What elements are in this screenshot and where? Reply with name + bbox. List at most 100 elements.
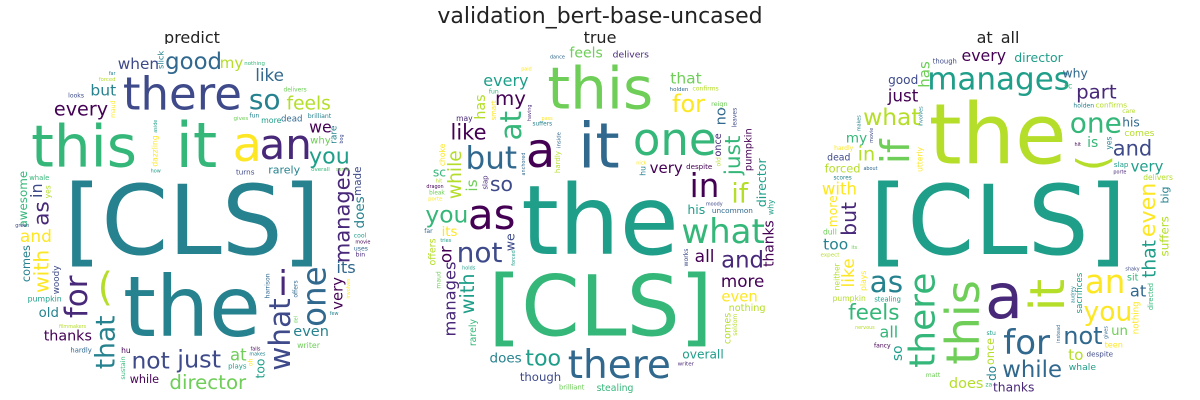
cloud-word: comes [722, 313, 733, 344]
cloud-word: but [466, 141, 517, 177]
cloud-word: leaves [732, 108, 739, 128]
cloud-word: sc [1064, 82, 1072, 91]
cloud-word: at [1130, 281, 1146, 300]
cloud-word: you [1084, 296, 1133, 327]
cloud-word: so [490, 172, 513, 196]
cloud-word: one [295, 266, 333, 326]
cloud-word: very [650, 159, 683, 177]
cloud-word: having [527, 105, 533, 122]
cloud-word: porte [428, 197, 443, 203]
cloud-word: his [1122, 116, 1139, 130]
cloud-word: sustain [119, 356, 127, 379]
cloud-word: it [176, 109, 218, 182]
cloud-word: though [520, 370, 561, 384]
cloud-word: whale [1069, 362, 1097, 373]
cloud-word: good [888, 73, 918, 87]
cloud-word: that [1139, 240, 1160, 278]
cloud-word: stealing [874, 296, 901, 304]
cloud-word: comes [1124, 128, 1154, 139]
cloud-word: rarely [468, 319, 479, 347]
cloud-word: every [54, 97, 108, 120]
cloud-word: writer [678, 362, 695, 368]
cloud-word: just [887, 86, 919, 106]
cloud-word: confirms [1096, 101, 1128, 110]
cloud-word: what [863, 103, 920, 131]
cloud-word: yes [44, 185, 53, 198]
cloud-word: offers [292, 280, 299, 297]
cloud-word: good [165, 49, 222, 75]
cloud-word: nothing [729, 303, 766, 314]
cloud-word: [CLS] [488, 258, 712, 356]
cloud-word: more [261, 116, 282, 125]
cloud-word: about [863, 166, 877, 172]
cloud-word: as [870, 265, 903, 299]
cloud-word: brilliant [308, 113, 332, 120]
cloud-word: not [131, 346, 169, 374]
cloud-word: looks [68, 93, 84, 100]
cloud-word: you [425, 201, 468, 229]
cloud-word: paid [521, 67, 532, 73]
panel-title-true: true [583, 28, 617, 47]
cloud-word: like [450, 121, 486, 145]
cloud-word: an [260, 120, 312, 169]
cloud-word: as [468, 190, 516, 239]
cloud-word: more [826, 195, 840, 227]
cloud-word: instead [1056, 325, 1062, 343]
cloud-word: manages [927, 62, 1070, 98]
cloud-word: in [27, 183, 46, 198]
cloud-word: with [822, 180, 857, 199]
cloud-word: dead [281, 115, 302, 125]
cloud-word: tries [440, 238, 451, 244]
cloud-word: we [503, 233, 518, 251]
cloud-word: as [30, 201, 55, 225]
cloud-word: once [984, 338, 997, 365]
cloud-word: plays [228, 362, 247, 370]
cloud-word: what [263, 298, 297, 370]
cloud-word: thanks [993, 381, 1034, 395]
cloud-word: one [633, 113, 717, 166]
cloud-word: involves [346, 278, 352, 299]
cloud-word: forced [511, 250, 517, 265]
cloud-word: no [713, 107, 729, 125]
cloud-word: i [278, 264, 287, 304]
cloud-word: few [330, 311, 339, 317]
cloud-word: its [851, 245, 857, 251]
cloud-word: or [437, 246, 456, 263]
cloud-word: whale [29, 174, 49, 182]
cloud-word: one [1070, 106, 1122, 139]
cloud-word: his [687, 202, 705, 217]
cloud-word: too [823, 236, 848, 254]
cloud-word: overall [682, 347, 723, 361]
cloud-word: with [456, 273, 479, 314]
cloud-word: un [1111, 324, 1128, 339]
cloud-word: matt [926, 372, 941, 379]
wordcloud-panel-predict: predict [CLS] the it this a there an (i one for wh… [12, 28, 372, 400]
cloud-word: pumpkin [744, 128, 755, 171]
cloud-word: has [915, 61, 933, 88]
cloud-word: stu [986, 330, 996, 337]
cloud-word: there [568, 343, 671, 388]
cloud-word: there [902, 273, 943, 368]
cloud-word: makes [857, 115, 863, 131]
cloud-word: and [721, 248, 764, 274]
cloud-word: nothing [244, 61, 265, 67]
cloud-word: harrison [265, 273, 272, 298]
cloud-word: there [123, 68, 242, 121]
cloud-word: it [578, 109, 620, 182]
cloud-word: maud [110, 100, 117, 118]
cloud-word: if [874, 138, 919, 164]
cloud-word: like [255, 65, 284, 85]
cloud-word: so [890, 345, 906, 361]
cloud-word: hardly [70, 346, 91, 354]
cloud-word: oh [247, 358, 254, 366]
cloud-word: too [253, 358, 268, 378]
cloud-word: that [670, 69, 701, 87]
cloud-word: too [525, 345, 561, 371]
cloud-word: this [936, 280, 990, 365]
cloud-word: choke [438, 143, 447, 166]
cloud-word: sit [1127, 273, 1139, 284]
cloud-word: despite [1087, 349, 1114, 358]
cloud-word: fun [489, 88, 499, 95]
cloud-word: every [961, 46, 1006, 65]
